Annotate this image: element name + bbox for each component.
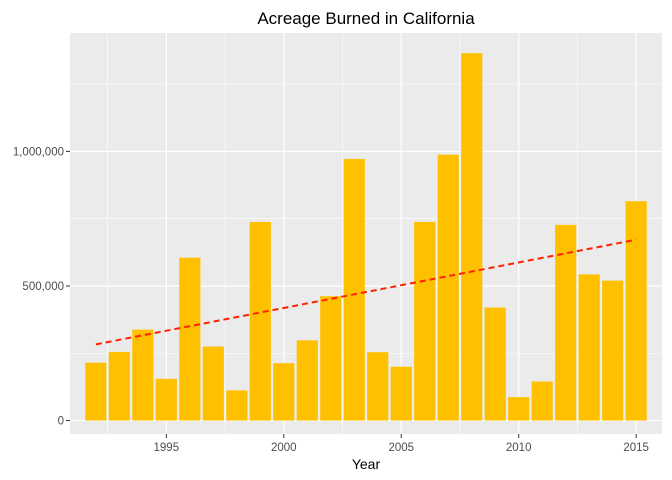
bar-1995 — [155, 378, 177, 421]
bar-2002 — [320, 296, 342, 421]
bar-2007 — [437, 154, 459, 421]
x-axis-title: Year — [352, 456, 381, 472]
x-axis: 1995 2000 2005 2010 2015 — [154, 434, 649, 454]
bar-2015 — [625, 201, 647, 421]
x-tick-label-2005: 2005 — [388, 442, 414, 454]
bar-2010 — [508, 397, 530, 421]
bar-1992 — [85, 362, 107, 421]
trend-line — [95, 238, 637, 346]
trend-line-group — [95, 238, 637, 346]
bar-1996 — [179, 257, 201, 421]
y-tick-label-0: 0 — [58, 416, 64, 428]
x-tick-label-1995: 1995 — [154, 442, 180, 454]
chart-title: Acreage Burned in California — [257, 9, 475, 28]
y-axis: 0 500,000 1,000,000 — [13, 146, 70, 428]
bar-2013 — [578, 274, 600, 421]
bar-1994 — [132, 329, 154, 421]
x-tick-label-2010: 2010 — [506, 442, 532, 454]
bar-1999 — [249, 221, 271, 421]
bar-1998 — [226, 390, 248, 421]
bar-2006 — [414, 221, 436, 421]
y-tick-label-500000: 500,000 — [22, 281, 64, 293]
bar-2012 — [555, 224, 577, 421]
bar-2009 — [484, 307, 506, 421]
bar-2011 — [531, 381, 553, 421]
x-tick-label-2015: 2015 — [623, 442, 649, 454]
bar-2004 — [367, 352, 389, 421]
bar-2001 — [296, 340, 318, 421]
y-tick-label-1000000: 1,000,000 — [13, 146, 64, 158]
bar-2003 — [343, 158, 365, 421]
bar-2005 — [390, 366, 412, 421]
bar-2008 — [461, 53, 483, 421]
bar-1997 — [202, 346, 224, 421]
bar-2000 — [273, 363, 295, 421]
bars — [85, 53, 647, 421]
x-tick-label-2000: 2000 — [271, 442, 297, 454]
bar-2014 — [602, 280, 624, 421]
bar-1993 — [108, 351, 130, 421]
